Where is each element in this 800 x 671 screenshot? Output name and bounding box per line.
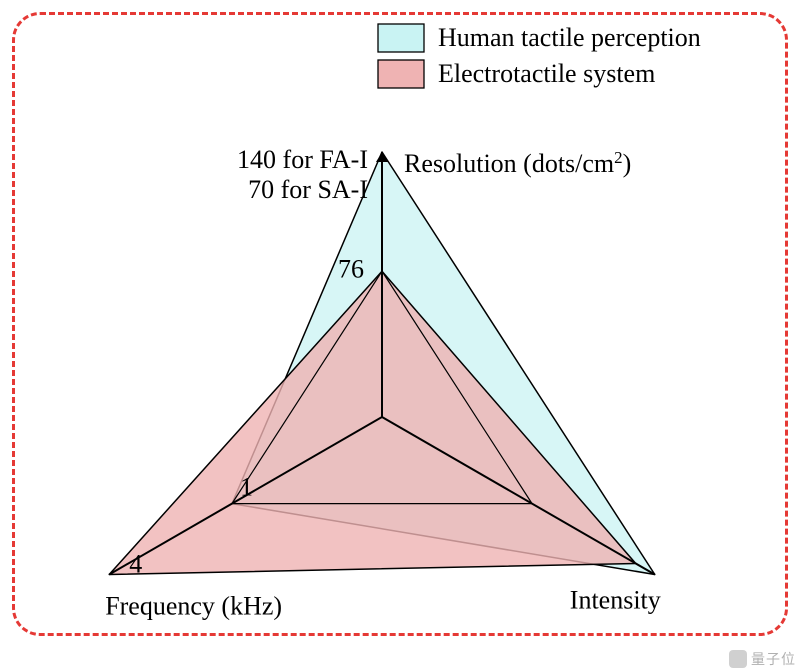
watermark-icon	[729, 650, 747, 668]
watermark: 量子位	[729, 649, 796, 669]
watermark-text: 量子位	[751, 649, 796, 669]
dashed-frame	[12, 12, 788, 636]
